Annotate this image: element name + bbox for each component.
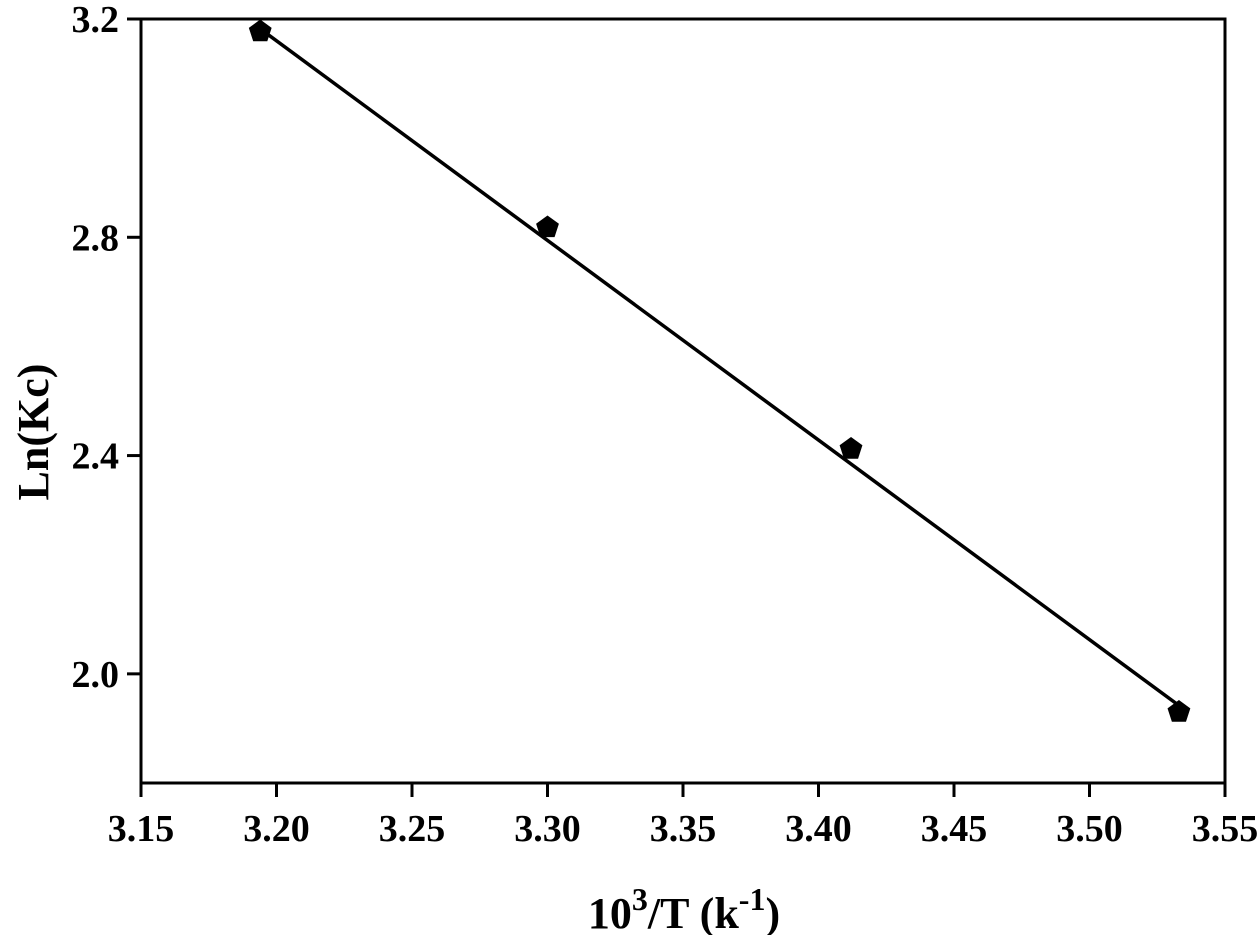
data-point [248, 19, 272, 42]
x-tick-label: 3.35 [650, 808, 717, 850]
data-point [1167, 700, 1191, 722]
x-tick-label: 3.25 [379, 808, 446, 850]
x-tick-label: 3.50 [1056, 808, 1123, 850]
x-tick-label: 3.40 [785, 808, 852, 850]
data-point [536, 215, 559, 238]
y-tick-label: 3.2 [72, 0, 120, 41]
data-point [839, 437, 863, 459]
y-tick-label: 2.4 [72, 436, 120, 478]
x-tick-label: 3.30 [514, 808, 581, 850]
x-tick-label: 3.20 [243, 808, 310, 850]
x-axis: 3.15 3.20 3.25 3.30 3.35 3.40 3.45 3.50 3.55 [108, 783, 1259, 850]
x-tick-label: 3.45 [921, 808, 988, 850]
linear-fit-line [259, 27, 1180, 707]
plot-frame [139, 17, 1227, 785]
x-tick-label: 3.15 [108, 808, 175, 850]
y-tick-label: 2.0 [72, 654, 120, 696]
x-tick-label: 3.55 [1192, 808, 1259, 850]
data-points [248, 19, 1191, 722]
y-axis: 2.0 2.4 2.8 3.2 [72, 0, 141, 696]
x-axis-label: 103/T (k-1) [588, 881, 780, 935]
y-axis-label: Ln(Kc) [9, 364, 58, 501]
y-tick-label: 2.8 [72, 217, 120, 259]
